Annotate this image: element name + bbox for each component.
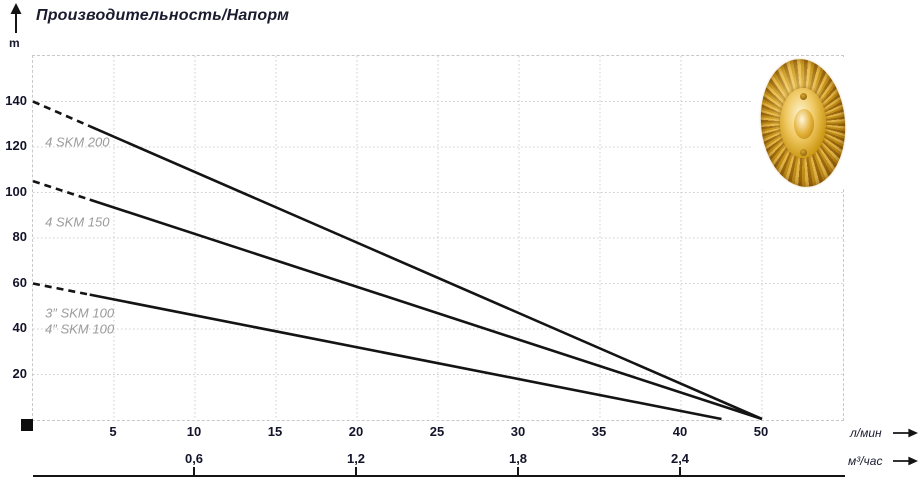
- impeller-image: [752, 55, 851, 191]
- y-tick-label: 20: [12, 365, 27, 381]
- secondary-tickmark: [679, 467, 681, 476]
- y-tick-label: 80: [12, 229, 27, 244]
- secondary-tickmark: [517, 467, 519, 476]
- page-title: Производительность/Напорм: [36, 7, 290, 24]
- x-tick-label: 10: [186, 424, 202, 439]
- origin-marker-icon: [21, 419, 33, 431]
- x-axis-unit-label: л/мин: [850, 426, 882, 440]
- x-tick-label: 25: [429, 424, 445, 439]
- x-tick-label: 35: [591, 424, 607, 439]
- secondary-tick-label: 1,2: [346, 451, 366, 466]
- y-tick-label: 60: [12, 274, 27, 290]
- y-tick-label: 40: [12, 320, 27, 335]
- y-tick-label: 100: [5, 183, 27, 199]
- series-label: 4 SKM 200: [45, 134, 110, 150]
- pump-curve: [32, 100, 91, 128]
- secondary-tick-label: 0,6: [184, 451, 204, 466]
- right-arrow-icon: [893, 428, 918, 438]
- plot-area: 4 SKM 200 4 SKM 150 3″ SKM 100 4″ SKM 100: [32, 55, 844, 421]
- right-arrow-icon: [893, 456, 918, 466]
- pump-curve: [89, 125, 763, 421]
- x-tick-label: 20: [348, 424, 364, 439]
- series-label: 4 SKM 150: [45, 214, 110, 230]
- secondary-axis-line: [33, 475, 845, 477]
- x-tick-label: 40: [672, 424, 688, 439]
- up-arrow-icon: [10, 3, 22, 33]
- secondary-tickmark: [193, 467, 195, 476]
- impeller-hole-icon: [800, 93, 807, 100]
- y-tick-label: 140: [5, 92, 27, 108]
- impeller-center-boss: [794, 109, 814, 139]
- y-axis-unit-label: m: [9, 36, 20, 50]
- pump-curve: [89, 293, 722, 421]
- secondary-axis-unit-label: м³/час: [848, 454, 883, 468]
- pump-curve: [32, 282, 90, 296]
- pump-curve: [89, 198, 763, 421]
- secondary-tickmark: [355, 467, 357, 476]
- x-tick-label: 30: [510, 424, 526, 439]
- curves-and-grid: [32, 56, 843, 421]
- series-label: 4″ SKM 100: [45, 321, 115, 337]
- x-tick-label: 15: [267, 424, 283, 439]
- pump-curve: [32, 179, 91, 201]
- secondary-tick-label: 1,8: [508, 451, 528, 466]
- x-tick-label: 50: [753, 424, 769, 439]
- y-tick-label: 120: [5, 138, 27, 153]
- secondary-tick-label: 2,4: [670, 451, 690, 466]
- series-label: 3″ SKM 100: [45, 305, 115, 321]
- impeller-hole-icon: [800, 149, 807, 156]
- x-tick-label: 5: [109, 424, 117, 439]
